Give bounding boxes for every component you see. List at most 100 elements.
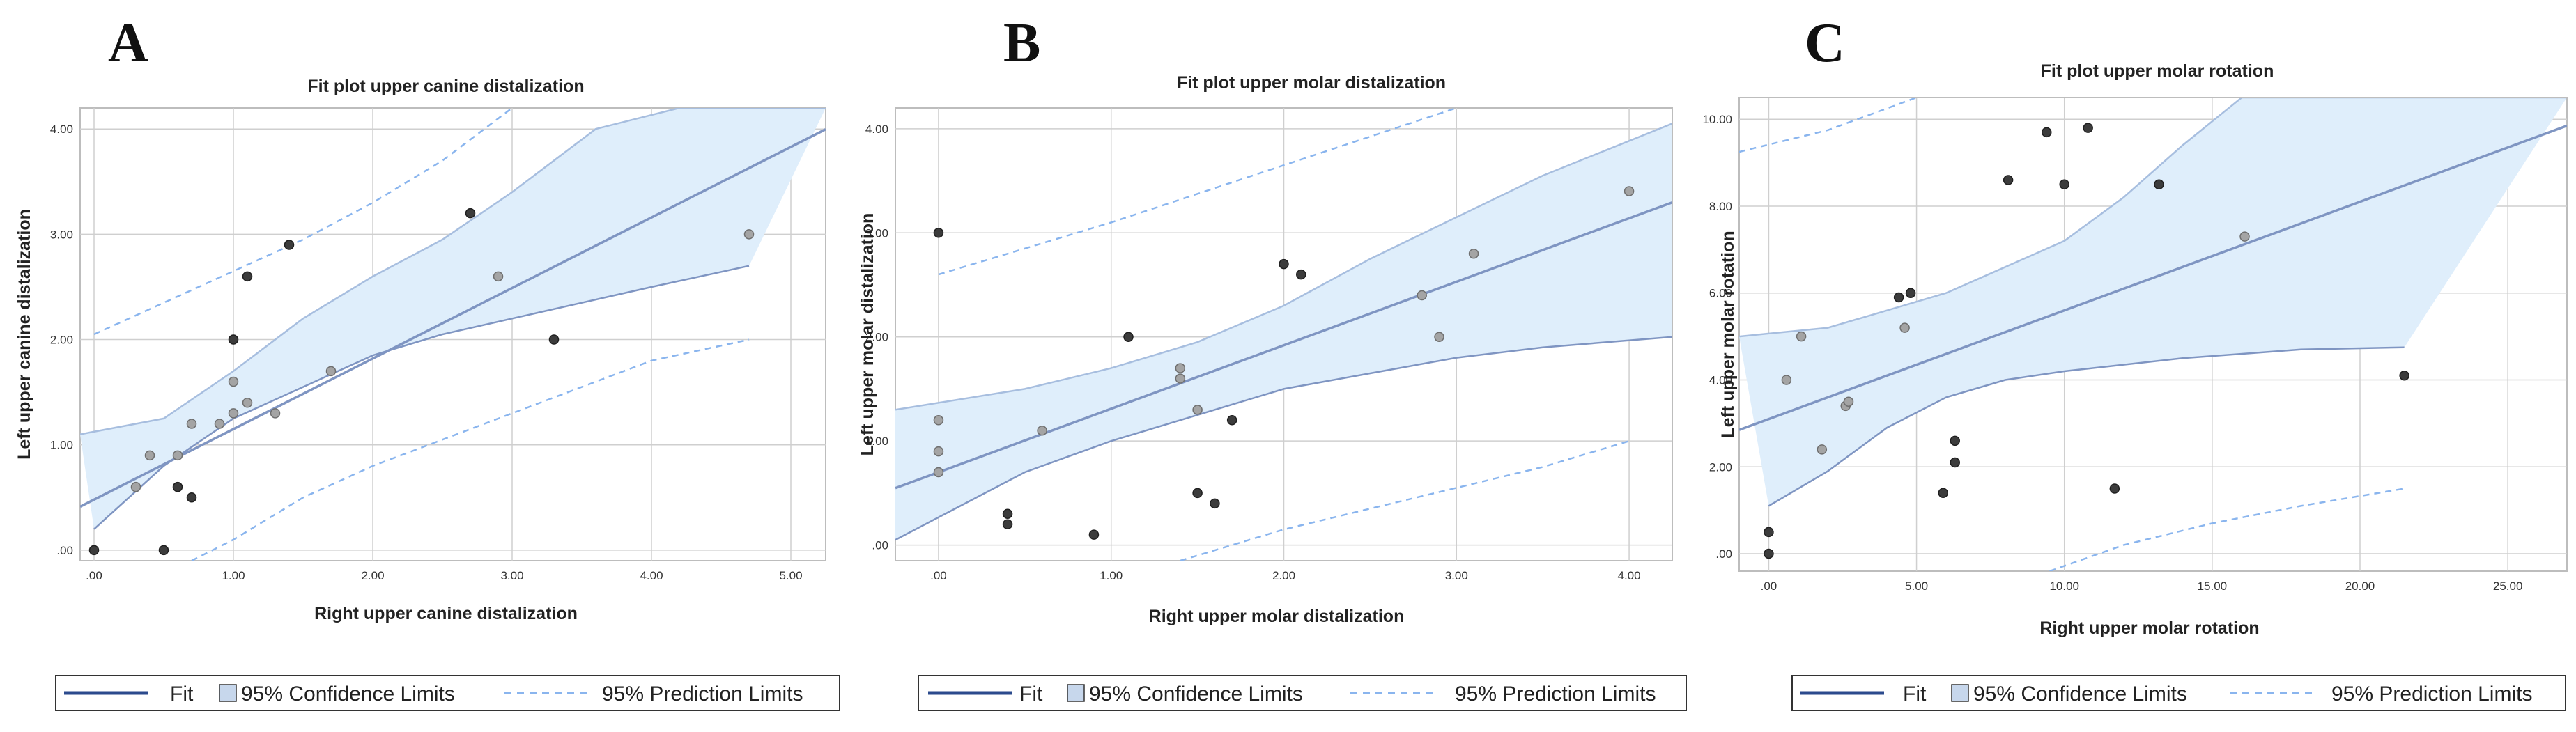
data-points xyxy=(88,208,755,556)
legend-prediction-label: 95% Prediction Limits xyxy=(602,683,803,706)
x-tick-label: 4.00 xyxy=(640,569,663,582)
data-point xyxy=(2083,123,2093,133)
x-tick-label: .00 xyxy=(1761,579,1777,593)
x-tick-label: .00 xyxy=(86,569,102,582)
y-tick-label: .00 xyxy=(872,539,888,552)
data-point xyxy=(1950,435,1960,446)
data-point xyxy=(933,228,944,238)
y-tick-label: 2.00 xyxy=(50,334,73,347)
data-point xyxy=(158,545,169,556)
chart-title: Fit plot upper molar rotation xyxy=(2041,61,2274,81)
chart-title: Fit plot upper molar distalization xyxy=(1177,73,1446,93)
y-tick-label: 1.00 xyxy=(865,435,888,448)
y-tick-label: .00 xyxy=(56,544,73,557)
x-tick-label: 10.00 xyxy=(2049,579,2079,593)
y-tick-label: 8.00 xyxy=(1709,200,1732,213)
chart-title: Fit plot upper canine distalization xyxy=(307,77,584,96)
data-point xyxy=(2109,483,2120,494)
lower-prediction-limit xyxy=(2049,488,2405,571)
data-point xyxy=(214,419,225,429)
upper-prediction-limit xyxy=(938,108,1457,276)
y-tick-label: 1.00 xyxy=(50,439,73,452)
x-tick-label: 20.00 xyxy=(2345,579,2375,593)
legend-box xyxy=(1791,675,2566,711)
x-tick-label: 15.00 xyxy=(2198,579,2228,593)
panel-c: C Fit plot upper molar rotation .00 5.00 1… xyxy=(1702,13,2568,638)
data-point xyxy=(1893,292,1904,303)
y-axis-ticks: .00 1.00 2.00 3.00 4.00 xyxy=(50,123,73,557)
data-point xyxy=(172,450,183,461)
x-tick-label: 25.00 xyxy=(2493,579,2523,593)
data-point xyxy=(1192,405,1203,415)
y-axis-label: Left upper canine distalization xyxy=(15,209,34,460)
data-points xyxy=(933,186,1635,540)
fit-line xyxy=(895,201,1672,490)
legend-confidence-swatch xyxy=(219,684,237,702)
legend-prediction-label: 95% Prediction Limits xyxy=(1455,683,1656,706)
y-tick-label: 2.00 xyxy=(1709,460,1732,474)
legend-confidence-swatch xyxy=(1067,684,1085,702)
data-point xyxy=(1088,529,1100,540)
data-point xyxy=(1843,396,1854,407)
y-tick-label: 4.00 xyxy=(1709,374,1732,387)
data-point xyxy=(1624,186,1635,196)
lower-confidence-limit xyxy=(1768,346,2405,507)
x-axis-ticks: .00 1.00 2.00 3.00 4.00 5.00 xyxy=(86,569,802,582)
data-point xyxy=(1175,373,1186,384)
legend-a: Fit 95% Confidence Limits 95% Prediction… xyxy=(55,675,840,711)
legend-prediction-label: 95% Prediction Limits xyxy=(2331,683,2532,706)
data-point xyxy=(1905,288,1916,298)
legend-fit-label: Fit xyxy=(1903,683,1927,706)
legend-confidence-swatch xyxy=(1951,684,1969,702)
data-point xyxy=(1279,258,1289,270)
data-point xyxy=(228,376,239,387)
panel-letter: A xyxy=(108,13,148,74)
confidence-band-fill xyxy=(1739,98,2567,506)
data-point xyxy=(228,408,239,419)
data-point xyxy=(493,271,504,282)
fit-and-limit-lines xyxy=(1739,98,2567,571)
fit-line xyxy=(80,128,826,508)
data-point xyxy=(1192,488,1203,499)
data-point xyxy=(242,271,253,282)
legend-fit-label: Fit xyxy=(1019,683,1043,706)
y-tick-label: 6.00 xyxy=(1709,287,1732,300)
data-point xyxy=(1468,248,1479,259)
x-axis-label: Right upper molar distalization xyxy=(1149,607,1405,626)
x-tick-label: 3.00 xyxy=(500,569,523,582)
x-axis-ticks: .00 5.00 10.00 15.00 20.00 25.00 xyxy=(1761,579,2523,593)
data-point xyxy=(2239,231,2250,242)
data-point xyxy=(1938,488,1949,498)
data-point xyxy=(186,419,197,429)
data-point xyxy=(242,398,253,408)
confidence-band xyxy=(1739,98,2567,506)
upper-confidence-limit xyxy=(1739,98,2567,338)
data-point xyxy=(1817,444,1828,455)
x-tick-label: 1.00 xyxy=(1100,569,1123,582)
panel-a: A Fit plot upper canine distalization .0… xyxy=(15,13,826,623)
upper-confidence-limit xyxy=(80,108,826,435)
data-point xyxy=(88,545,100,556)
y-axis-label: Left upper molar rotation xyxy=(1718,231,1738,437)
data-point xyxy=(172,481,183,492)
x-tick-label: 5.00 xyxy=(779,569,802,582)
data-point xyxy=(2042,127,2052,138)
upper-confidence-limit xyxy=(895,123,1672,411)
data-point xyxy=(228,334,239,345)
fit-and-limit-lines xyxy=(80,108,826,561)
data-point xyxy=(2003,175,2014,185)
confidence-band-fill xyxy=(895,123,1672,540)
data-point xyxy=(130,481,141,492)
y-tick-label: 3.00 xyxy=(50,228,73,241)
data-point xyxy=(1226,415,1237,426)
legend-c: Fit 95% Confidence Limits 95% Prediction… xyxy=(1791,675,2566,711)
data-points xyxy=(1764,123,2409,559)
legend-confidence-label: 95% Confidence Limits xyxy=(241,683,455,706)
y-axis-label: Left upper molar distalization xyxy=(858,213,877,456)
y-tick-label: .00 xyxy=(1715,547,1732,561)
x-tick-label: .00 xyxy=(930,569,947,582)
legend-fit-label: Fit xyxy=(170,683,194,706)
data-point xyxy=(1123,332,1134,342)
data-point xyxy=(1417,290,1427,301)
y-axis-ticks: .00 1.00 2.00 3.00 4.00 xyxy=(865,123,888,552)
